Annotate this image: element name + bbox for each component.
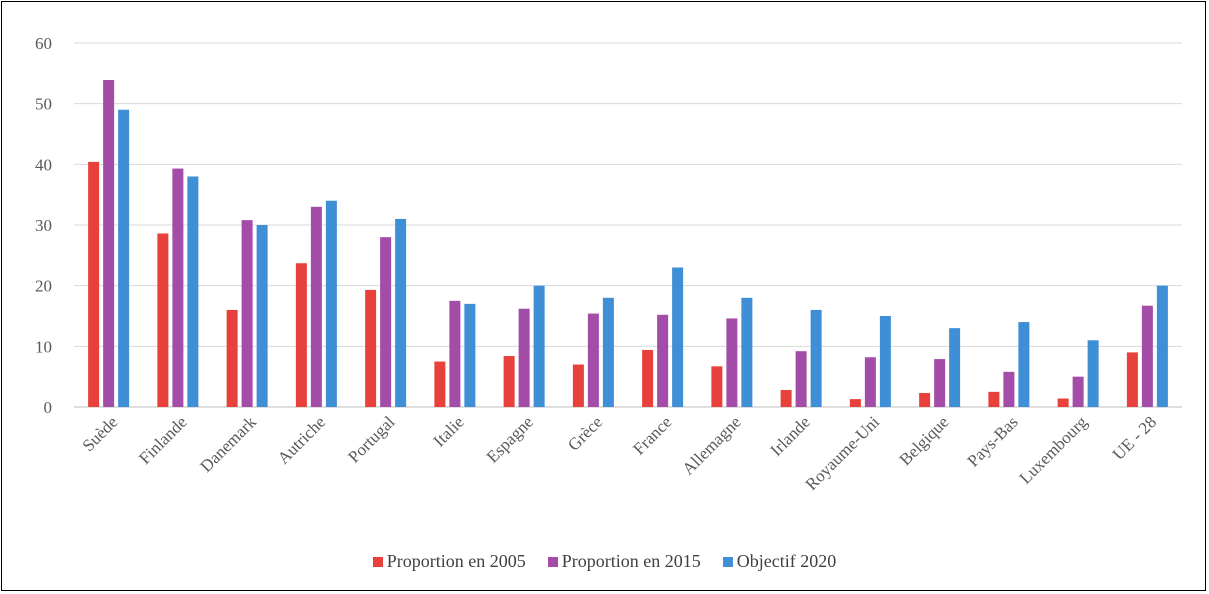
gridlines <box>74 42 1182 408</box>
x-tick-label: Belgique <box>896 412 953 469</box>
legend-item-2015: Proportion en 2015 <box>547 551 701 572</box>
bar-gr-ce-series-1 <box>587 313 599 407</box>
bar-france-series-0 <box>642 349 654 407</box>
x-tick-label: Portugal <box>344 412 398 466</box>
bar-autriche-series-0 <box>295 263 307 407</box>
bar-autriche-series-1 <box>310 206 322 407</box>
legend-item-objectif-2020: Objectif 2020 <box>722 551 837 572</box>
bar-finlande-series-2 <box>187 176 199 407</box>
x-axis-category-labels: Suède Finlande Danemark Autriche Portugal Ita… <box>79 412 1161 494</box>
bar-luxembourg-series-2 <box>1087 340 1099 407</box>
x-tick-label: Autriche <box>274 412 329 467</box>
bar-allemagne-series-1 <box>726 318 738 407</box>
y-axis-ticks: 0 10 20 30 40 50 60 <box>35 34 52 417</box>
bar-portugal-series-0 <box>365 289 377 407</box>
y-tick-label: 40 <box>35 155 52 174</box>
bar-pays-bas-series-2 <box>1018 322 1030 407</box>
bar-ue-28-series-1 <box>1141 305 1153 407</box>
x-tick-label: Danemark <box>196 412 260 476</box>
bar-espagne-series-2 <box>533 285 545 407</box>
bar-gr-ce-series-2 <box>602 297 614 407</box>
y-tick-label: 20 <box>35 277 52 296</box>
y-tick-label: 10 <box>35 337 52 356</box>
bar-danemark-series-0 <box>226 309 238 407</box>
bar-espagne-series-0 <box>503 356 515 407</box>
x-tick-label: Grèce <box>564 412 606 454</box>
bar-danemark-series-2 <box>256 225 268 407</box>
x-tick-label: Espagne <box>483 412 537 466</box>
legend-label-objectif-2020: Objectif 2020 <box>736 551 837 571</box>
bar-italie-series-2 <box>464 303 476 407</box>
bar-su-de-series-2 <box>118 109 130 407</box>
legend-label-2005: Proportion en 2005 <box>386 551 526 571</box>
legend-swatch-2005 <box>372 556 383 567</box>
y-tick-label: 60 <box>35 34 52 53</box>
bar-pays-bas-series-0 <box>988 391 1000 407</box>
legend-swatch-2015 <box>547 556 558 567</box>
legend-label-2015: Proportion en 2015 <box>561 551 701 571</box>
bar-allemagne-series-0 <box>711 366 723 407</box>
legend: Proportion en 2005 Proportion en 2015 Ob… <box>0 551 1209 572</box>
x-tick-label: Finlande <box>135 412 191 468</box>
x-tick-label: Irlande <box>766 412 813 459</box>
bar-italie-series-0 <box>434 361 446 407</box>
bar-irlande-series-2 <box>810 309 822 407</box>
bar-pays-bas-series-1 <box>1003 371 1015 407</box>
x-tick-label: France <box>629 412 675 458</box>
bar-ue-28-series-0 <box>1126 352 1138 407</box>
bar-luxembourg-series-1 <box>1072 376 1084 407</box>
bar-espagne-series-1 <box>518 308 530 407</box>
bar-luxembourg-series-0 <box>1057 398 1069 407</box>
x-tick-label: Royaume-Uni <box>802 412 884 494</box>
bar-royaume-uni-series-2 <box>879 316 891 407</box>
bar-royaume-uni-series-1 <box>864 357 876 407</box>
x-tick-label: Pays-Bas <box>964 412 1022 470</box>
bar-royaume-uni-series-0 <box>849 399 861 407</box>
bar-france-series-2 <box>672 267 684 407</box>
y-tick-label: 0 <box>44 398 53 417</box>
bar-finlande-series-0 <box>157 233 169 407</box>
bar-su-de-series-0 <box>88 161 100 407</box>
bar-belgique-series-2 <box>949 328 961 407</box>
bar-portugal-series-2 <box>395 218 407 407</box>
x-tick-label: Allemagne <box>679 412 745 478</box>
bar-finlande-series-1 <box>172 168 184 407</box>
x-tick-label: Luxembourg <box>1016 412 1092 488</box>
bar-france-series-1 <box>657 314 669 407</box>
bar-ue-28-series-2 <box>1156 285 1168 407</box>
bar-danemark-series-1 <box>241 220 253 407</box>
bar-irlande-series-0 <box>780 390 792 407</box>
y-tick-label: 30 <box>35 216 52 235</box>
x-tick-label: Italie <box>430 412 468 450</box>
legend-item-2005: Proportion en 2005 <box>372 551 526 572</box>
bar-autriche-series-2 <box>325 200 337 407</box>
bar-belgique-series-1 <box>934 359 946 407</box>
bars <box>88 80 1168 408</box>
bar-portugal-series-1 <box>380 237 392 407</box>
legend-swatch-objectif-2020 <box>722 556 733 567</box>
y-tick-label: 50 <box>35 95 52 114</box>
x-tick-label: UE - 28 <box>1109 412 1160 463</box>
bar-gr-ce-series-0 <box>572 364 584 407</box>
bar-su-de-series-1 <box>103 80 115 408</box>
bar-irlande-series-1 <box>795 351 807 407</box>
bar-allemagne-series-2 <box>741 297 753 407</box>
bar-belgique-series-0 <box>919 393 931 407</box>
bar-italie-series-1 <box>449 300 461 407</box>
x-tick-label: Suède <box>79 412 122 455</box>
